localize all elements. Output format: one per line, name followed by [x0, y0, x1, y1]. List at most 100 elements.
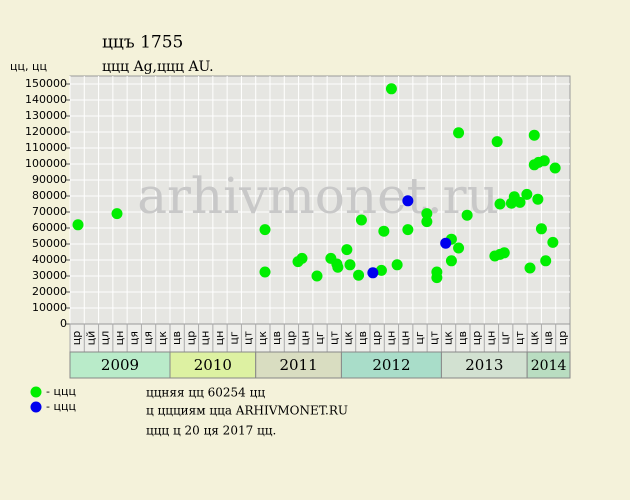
chart-title: ццъ 1755	[102, 33, 183, 53]
legend-marker	[30, 401, 42, 413]
x-tick-label: цв	[542, 331, 555, 345]
point	[535, 223, 547, 235]
point	[461, 209, 473, 221]
y-tick-label: 120000	[25, 125, 67, 138]
point	[431, 272, 443, 284]
point	[453, 127, 465, 139]
year-band	[526, 351, 571, 379]
point	[259, 266, 271, 278]
point	[521, 188, 533, 200]
point	[391, 259, 403, 271]
point	[332, 261, 344, 273]
y-axis-label: цц, цц	[10, 60, 47, 73]
x-tick-label: цк	[156, 331, 169, 345]
point	[341, 244, 353, 256]
y-tick-label: 90000	[32, 173, 67, 186]
x-tick-label: цр	[556, 331, 569, 345]
point	[538, 155, 550, 167]
year-label: 2011	[279, 356, 317, 374]
y-tick-label: 80000	[32, 189, 67, 202]
point	[532, 193, 544, 205]
point	[111, 208, 123, 220]
x-tick-label: цр	[284, 331, 297, 345]
year-band	[69, 351, 171, 379]
chart-subtitle: ццц Ag,ццц AU.	[102, 59, 214, 75]
x-tick-label: ця	[142, 331, 155, 345]
legend-label: - ццц	[46, 400, 76, 413]
y-tick-label: 110000	[25, 141, 67, 154]
x-tick-label: цг	[227, 331, 240, 344]
y-tick-label: 140000	[25, 93, 67, 106]
y-tick-label: 40000	[32, 253, 67, 266]
footer-line: ц ццциям цца ARHIVMONET.RU	[146, 404, 348, 418]
year-label: 2010	[194, 356, 232, 374]
legend-label: - ццц	[46, 385, 76, 398]
x-tick-label: цт	[327, 330, 340, 344]
year-band	[340, 351, 442, 379]
point	[385, 83, 397, 95]
y-tick-label: 50000	[32, 237, 67, 250]
x-tick-label: цр	[184, 331, 197, 345]
point	[514, 196, 526, 208]
point	[353, 269, 365, 281]
x-tick-label: цн	[213, 331, 226, 346]
point	[549, 162, 561, 174]
y-tick-label: 150000	[25, 77, 67, 90]
point	[421, 208, 433, 220]
x-tick-label: цг	[413, 331, 426, 344]
legend-marker	[30, 386, 42, 398]
point	[311, 270, 323, 282]
watermark: arhivmonet.ru	[137, 167, 499, 225]
point	[402, 224, 414, 236]
x-tick-label: цт	[513, 330, 526, 344]
y-tick-label: 70000	[32, 205, 67, 218]
point	[421, 216, 433, 228]
point	[72, 219, 84, 231]
plot-area	[69, 75, 571, 325]
point	[491, 136, 503, 148]
x-tick-label: цр	[470, 331, 483, 345]
point	[494, 198, 506, 210]
x-tick-label: цв	[356, 331, 369, 345]
year-label: 2014	[531, 358, 567, 374]
point	[344, 259, 356, 271]
point	[296, 252, 308, 264]
y-tick-label: 30000	[32, 269, 67, 282]
point	[402, 195, 414, 207]
x-tick-label: цв	[456, 331, 469, 345]
y-tick-label: 130000	[25, 109, 67, 122]
x-tick-label: ця	[127, 331, 140, 345]
footer-line: ццняя цц 60254 цц	[146, 386, 265, 400]
x-tick-label: цк	[342, 331, 355, 345]
x-tick-label: цк	[256, 331, 269, 345]
point	[355, 214, 367, 226]
point	[547, 236, 559, 248]
point	[378, 225, 390, 237]
point	[524, 262, 536, 274]
point	[498, 247, 510, 259]
x-tick-label: цн	[199, 331, 212, 346]
y-tick-label: 60000	[32, 221, 67, 234]
footer-line: ццц ц 20 ця 2017 цц.	[146, 424, 276, 438]
x-tick-label: цн	[399, 331, 412, 346]
point	[375, 264, 387, 276]
x-tick-label: цн	[384, 331, 397, 346]
x-tick-label: цй	[84, 331, 97, 346]
x-tick-label: цг	[499, 331, 512, 344]
y-tick-label: 0	[60, 317, 67, 330]
x-tick-label: цк	[442, 331, 455, 345]
year-label: 2012	[372, 356, 410, 374]
x-tick-label: цр	[70, 331, 83, 345]
x-tick-label: цт	[427, 330, 440, 344]
year-label: 2013	[465, 356, 503, 374]
month-row	[69, 323, 571, 353]
x-tick-label: цн	[299, 331, 312, 346]
point	[440, 237, 452, 249]
y-tick-label: 10000	[32, 301, 67, 314]
year-band	[255, 351, 342, 379]
x-tick-label: цк	[527, 331, 540, 345]
x-tick-label: цн	[484, 331, 497, 346]
x-tick-label: цв	[170, 331, 183, 345]
x-tick-label: цг	[313, 331, 326, 344]
